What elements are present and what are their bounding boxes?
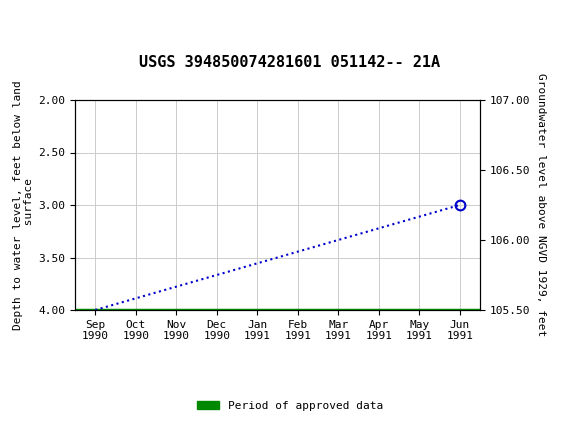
Y-axis label: Groundwater level above NGVD 1929, feet: Groundwater level above NGVD 1929, feet	[536, 74, 546, 337]
Text: USGS 394850074281601 051142-- 21A: USGS 394850074281601 051142-- 21A	[139, 55, 441, 70]
Text: ≋USGS: ≋USGS	[9, 9, 63, 27]
Y-axis label: Depth to water level, feet below land
 surface: Depth to water level, feet below land su…	[13, 80, 34, 330]
Legend: Period of approved data: Period of approved data	[193, 396, 387, 415]
